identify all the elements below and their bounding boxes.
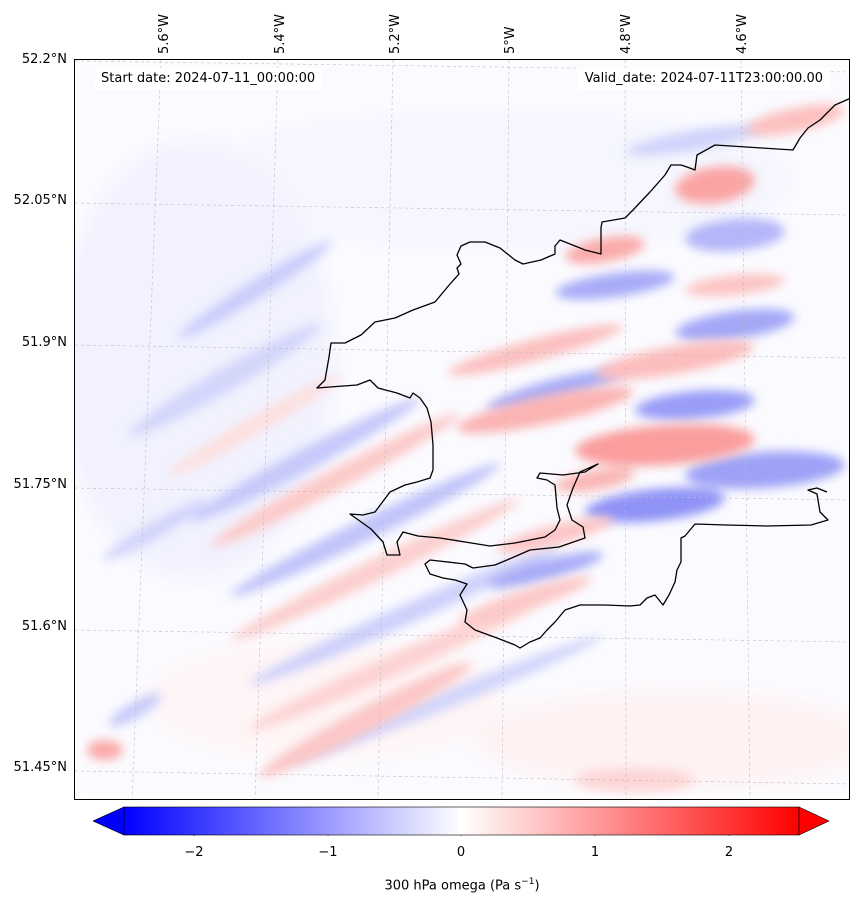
lat-label-52.05n: 52.05°N [13,193,67,208]
lat-label-51.75n: 51.75°N [13,477,67,492]
coastline [316,98,849,649]
colorbar-tick: −2 [184,845,204,860]
lat-label-51.9n: 51.9°N [21,335,67,350]
valid-date-label: Valid_date: 2024-07-11T23:00:00.00 [578,68,829,90]
colorbar-min-extend [93,806,125,836]
lat-label-52.2n: 52.2°N [21,52,67,67]
lon-label-5.2w: 5.2°W [388,13,403,54]
colorbar-tick: 1 [590,845,600,860]
colorbar [93,806,830,836]
omega-bands-red [87,104,844,792]
lat-label-51.6n: 51.6°N [21,619,67,634]
lat-label-51.45n: 51.45°N [13,760,67,775]
omega-field-map [75,60,849,799]
colorbar-max-extend [798,806,830,836]
lon-label-5.4w: 5.4°W [273,13,288,54]
omega-bands [102,124,845,765]
colorbar-tick: 0 [456,845,466,860]
colorbar-label: 300 hPa omega (Pa s−1) [384,877,540,894]
map-panel: Start date: 2024-07-11_00:00:00 Valid_da… [74,59,850,800]
colorbar-gradient [123,806,800,836]
lon-label-4.8w: 4.8°W [619,13,634,54]
colorbar-tick: −1 [318,845,338,860]
start-date-label: Start date: 2024-07-11_00:00:00 [95,68,322,90]
lon-label-5w: 5°W [503,26,518,54]
colorbar-tick: 2 [724,845,734,860]
lon-label-4.6w: 4.6°W [735,13,750,54]
lon-label-5.6w: 5.6°W [157,13,172,54]
